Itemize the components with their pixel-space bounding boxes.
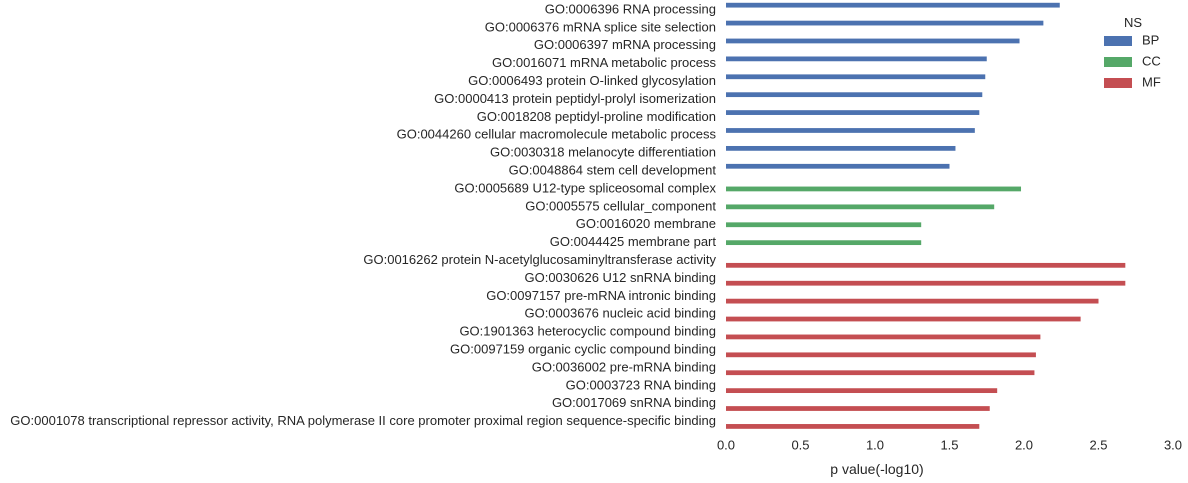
category-label: GO:0036002 pre-mRNA binding [532,359,716,374]
bar-mf [726,352,1036,358]
legend: NS BP CC MF [1104,15,1161,89]
x-tick-label: 1.5 [940,438,958,453]
category-label: GO:0016020 membrane [576,216,716,231]
x-tick-label: 0.5 [791,438,809,453]
legend-swatch-bp [1104,36,1132,46]
bar-bp [726,110,980,115]
legend-label-mf: MF [1142,74,1161,89]
bar-bp [726,56,987,62]
x-tick-label: 2.0 [1015,438,1033,453]
category-label: GO:0005689 U12-type spliceosomal complex [454,180,716,195]
bar-mf [726,370,1035,376]
bars-group [726,2,1126,429]
x-tick-label: 2.5 [1089,438,1107,453]
legend-swatch-cc [1104,57,1132,67]
bar-mf [726,262,1126,268]
category-label: GO:0030626 U12 snRNA binding [524,270,716,285]
category-label: GO:0006376 mRNA splice site selection [485,19,716,34]
category-label: GO:0097157 pre-mRNA intronic binding [486,288,716,303]
category-label: GO:0006396 RNA processing [545,1,716,16]
x-tick-label: 0.0 [717,438,735,453]
category-label: GO:0016262 protein N-acetylglucosaminylt… [363,252,716,267]
category-label: GO:0001078 transcriptional repressor act… [10,413,716,428]
legend-swatch-mf [1104,78,1132,88]
bar-mf [726,280,1126,286]
bar-mf [726,316,1081,322]
bar-bp [726,74,986,80]
bar-mf [726,334,1041,340]
category-label: GO:0000413 protein peptidyl-prolyl isome… [434,91,716,106]
bar-bp [726,20,1044,26]
legend-title: NS [1124,15,1142,30]
category-label: GO:0003723 RNA binding [566,377,716,392]
bar-bp [726,92,983,98]
category-label: GO:0030318 melanocyte differentiation [490,145,716,160]
bar-cc [726,186,1022,192]
legend-label-bp: BP [1142,32,1159,47]
bar-mf [726,388,998,394]
bar-cc [726,240,922,246]
category-label: GO:0005575 cellular_component [525,198,716,213]
bar-mf [726,424,980,429]
x-tick-label: 3.0 [1164,438,1182,453]
bar-bp [726,2,1060,8]
category-label: GO:0044425 membrane part [550,234,717,249]
category-label: GO:0006493 protein O-linked glycosylatio… [468,73,716,88]
category-label: GO:0003676 nucleic acid binding [524,306,716,321]
category-label: GO:0018208 peptidyl-proline modification [477,109,716,124]
bar-bp [726,128,975,133]
bar-cc [726,204,995,210]
category-label: GO:0048864 stem cell development [509,162,717,177]
bar-bp [726,38,1020,44]
category-label: GO:0016071 mRNA metabolic process [492,55,716,70]
bar-mf [726,406,990,411]
category-label: GO:1901363 heterocyclic compound binding [459,324,716,339]
bar-bp [726,163,950,169]
bar-mf [726,298,1099,304]
category-label: GO:0006397 mRNA processing [534,37,716,52]
x-tick-labels: 0.0 0.5 1.0 1.5 2.0 2.5 3.0 [717,438,1182,453]
category-label: GO:0097159 organic cyclic compound bindi… [450,341,716,356]
legend-label-cc: CC [1142,53,1161,68]
category-label: GO:0017069 snRNA binding [552,395,716,410]
category-labels: GO:0006396 RNA processing GO:0006376 mRNA… [10,1,716,428]
category-label: GO:0044260 cellular macromolecule metabo… [397,127,717,142]
bar-bp [726,145,956,151]
bar-cc [726,222,922,228]
x-axis-title: p value(-log10) [830,461,923,477]
x-tick-label: 1.0 [866,438,884,453]
